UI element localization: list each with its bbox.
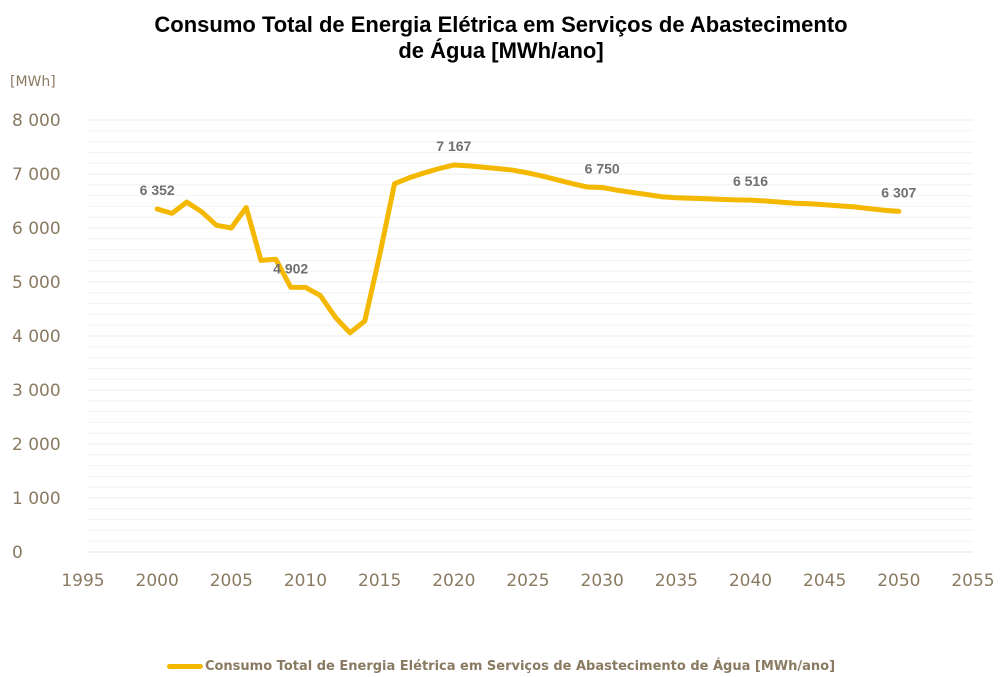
x-tick-label: 2000 [136,571,179,591]
x-tick-label: 2020 [432,571,475,591]
chart-title-line-1: Consumo Total de Energia Elétrica em Ser… [154,12,848,37]
x-tick-label: 2010 [284,571,327,591]
chart-title: Consumo Total de Energia Elétrica em Ser… [0,12,1002,64]
y-tick-label: 7 000 [12,165,61,185]
x-tick-label: 2005 [210,571,253,591]
y-tick-label: 0 [12,543,23,563]
data-label: 6 750 [585,161,620,177]
series-line [154,162,902,336]
data-label: 6 307 [881,184,916,200]
legend: Consumo Total de Energia Elétrica em Ser… [0,656,1002,676]
x-tick-label: 2050 [877,571,920,591]
x-tick-label: 1995 [61,571,104,591]
x-tick-label: 2045 [803,571,846,591]
y-tick-label: 2 000 [12,435,61,455]
x-tick-label: 2055 [951,571,994,591]
y-tick-label: 1 000 [12,489,61,509]
y-tick-label: 3 000 [12,381,61,401]
legend-entry[interactable]: Consumo Total de Energia Elétrica em Ser… [166,659,836,674]
series-layer [154,162,902,336]
x-axis-ticks: 1995 2000 2005 2010 2015 2020 2025 2030 2035 2040… [61,571,994,591]
y-tick-label: 5 000 [12,273,61,293]
data-label: 7 167 [436,138,471,154]
x-tick-label: 2040 [729,571,772,591]
y-tick-label: 6 000 [12,219,61,239]
legend-swatch [166,664,203,669]
legend-label: Consumo Total de Energia Elétrica em Ser… [204,659,836,674]
y-tick-label: 8 000 [12,111,61,131]
minor-gridlines [88,130,973,542]
data-label: 6 516 [733,173,768,189]
x-tick-label: 2035 [655,571,698,591]
y-axis-ticks: 0 1 000 2 000 3 000 4 000 5 000 6 000 7 000 8 00… [12,111,61,563]
major-gridlines [88,119,973,553]
y-axis-label: [MWh] [10,74,56,90]
chart-title-line-2: de Água [MWh/ano] [398,38,604,63]
x-tick-label: 2030 [581,571,624,591]
data-labels: 6 352 4 902 7 167 6 750 6 516 6 307 [140,138,917,276]
y-tick-label: 4 000 [12,327,61,347]
x-tick-label: 2015 [358,571,401,591]
data-label: 6 352 [140,182,175,198]
data-label: 4 902 [273,260,308,276]
x-tick-label: 2025 [506,571,549,591]
